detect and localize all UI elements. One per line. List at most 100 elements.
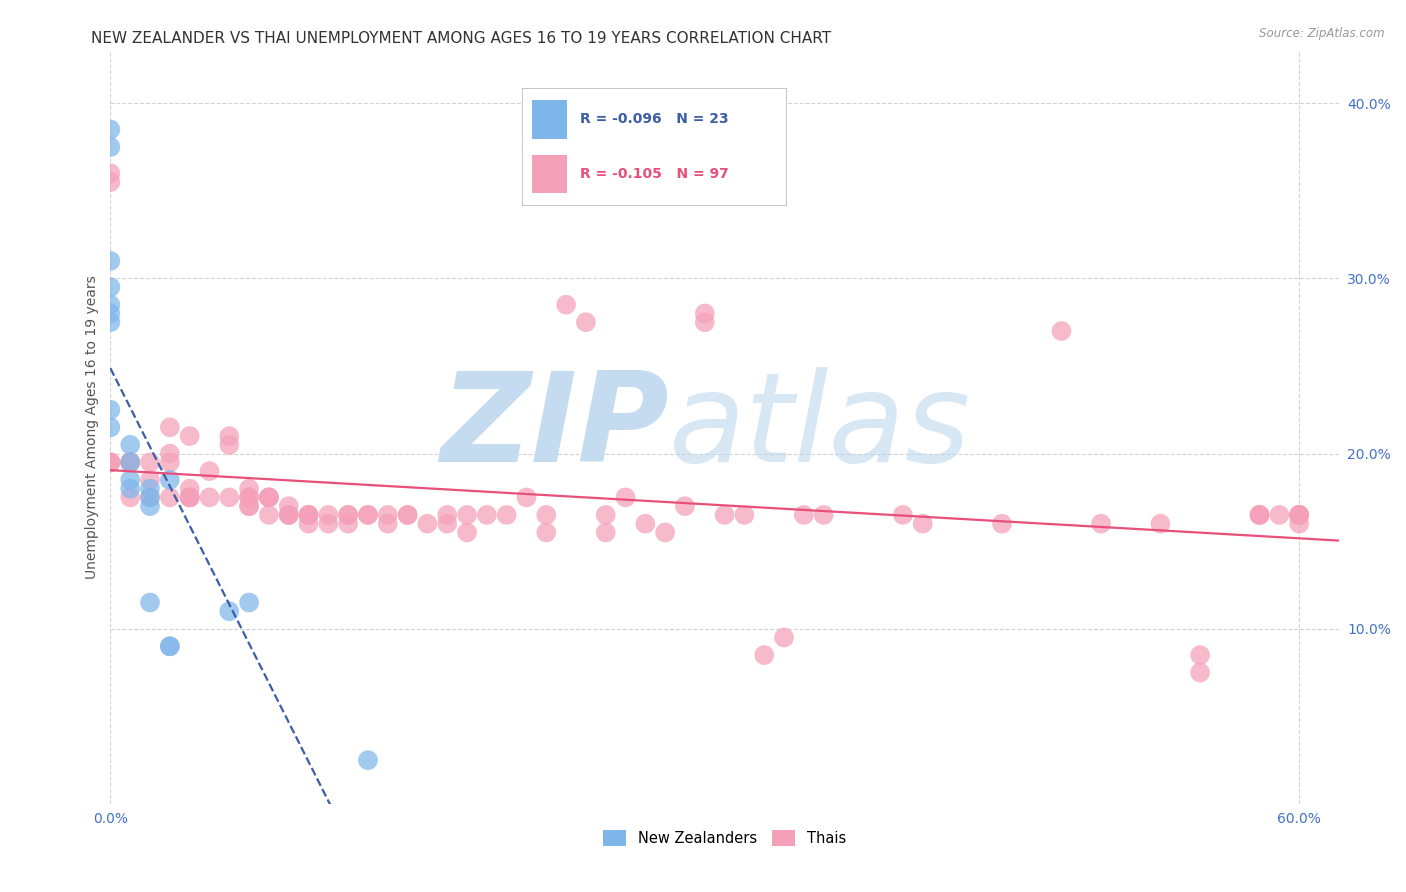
Point [813, 508, 835, 522]
Point [1268, 508, 1291, 522]
Y-axis label: Unemployment Among Ages 16 to 19 years: Unemployment Among Ages 16 to 19 years [86, 276, 100, 579]
Point [614, 491, 637, 505]
Point [1288, 516, 1310, 531]
Point [120, 455, 142, 469]
Point [139, 473, 162, 487]
Point [634, 516, 657, 531]
Point [257, 508, 280, 522]
Point [436, 508, 458, 522]
Text: atlas: atlas [669, 367, 972, 488]
Point [911, 516, 934, 531]
Point [1288, 508, 1310, 522]
Point [218, 604, 240, 618]
Point [357, 753, 380, 767]
Point [120, 473, 142, 487]
Point [1249, 508, 1271, 522]
Point [1288, 508, 1310, 522]
Point [337, 508, 360, 522]
Point [515, 491, 537, 505]
Point [396, 508, 419, 522]
Point [654, 525, 676, 540]
Point [257, 491, 280, 505]
Point [297, 508, 319, 522]
Point [318, 516, 340, 531]
Point [1288, 508, 1310, 522]
Point [991, 516, 1014, 531]
Point [416, 516, 439, 531]
Point [337, 516, 360, 531]
Point [179, 491, 201, 505]
Point [238, 482, 260, 496]
Point [179, 491, 201, 505]
Point [396, 508, 419, 522]
Point [139, 491, 162, 505]
Point [218, 491, 240, 505]
Point [159, 455, 181, 469]
Point [536, 508, 558, 522]
Point [733, 508, 755, 522]
Point [159, 640, 181, 654]
Point [536, 525, 558, 540]
Text: Source: ZipAtlas.com: Source: ZipAtlas.com [1260, 27, 1385, 40]
Point [159, 473, 181, 487]
Point [595, 525, 617, 540]
Point [100, 253, 122, 268]
Point [159, 640, 181, 654]
Point [159, 420, 181, 434]
Point [100, 280, 122, 294]
Point [120, 482, 142, 496]
Point [238, 499, 260, 513]
Point [297, 508, 319, 522]
Point [436, 516, 458, 531]
Point [754, 648, 776, 662]
Point [238, 499, 260, 513]
Point [277, 508, 299, 522]
Point [297, 516, 319, 531]
Point [179, 429, 201, 443]
Point [100, 455, 122, 469]
Point [1249, 508, 1271, 522]
Point [100, 166, 122, 180]
Point [100, 420, 122, 434]
Text: NEW ZEALANDER VS THAI UNEMPLOYMENT AMONG AGES 16 TO 19 YEARS CORRELATION CHART: NEW ZEALANDER VS THAI UNEMPLOYMENT AMONG… [91, 31, 831, 46]
Point [139, 482, 162, 496]
Point [120, 455, 142, 469]
Point [238, 595, 260, 609]
Point [1050, 324, 1073, 338]
Point [595, 508, 617, 522]
Point [1189, 665, 1212, 680]
Point [277, 499, 299, 513]
Point [238, 491, 260, 505]
Point [357, 508, 380, 522]
Point [1249, 508, 1271, 522]
Point [337, 508, 360, 522]
Point [377, 508, 399, 522]
Point [100, 455, 122, 469]
Point [100, 315, 122, 329]
Point [139, 595, 162, 609]
Point [456, 525, 478, 540]
Point [277, 508, 299, 522]
Point [159, 491, 181, 505]
Point [575, 315, 598, 329]
Point [297, 508, 319, 522]
Point [555, 298, 578, 312]
Point [257, 491, 280, 505]
Point [1149, 516, 1171, 531]
Legend: New Zealanders, Thais: New Zealanders, Thais [603, 830, 846, 846]
Point [159, 447, 181, 461]
Point [693, 315, 716, 329]
Point [495, 508, 517, 522]
Point [693, 306, 716, 320]
Point [891, 508, 914, 522]
Point [100, 306, 122, 320]
Text: ZIP: ZIP [440, 367, 669, 488]
Point [100, 298, 122, 312]
Point [100, 140, 122, 154]
Point [218, 438, 240, 452]
Point [198, 464, 221, 478]
Point [218, 429, 240, 443]
Point [793, 508, 815, 522]
Point [100, 122, 122, 136]
Point [238, 491, 260, 505]
